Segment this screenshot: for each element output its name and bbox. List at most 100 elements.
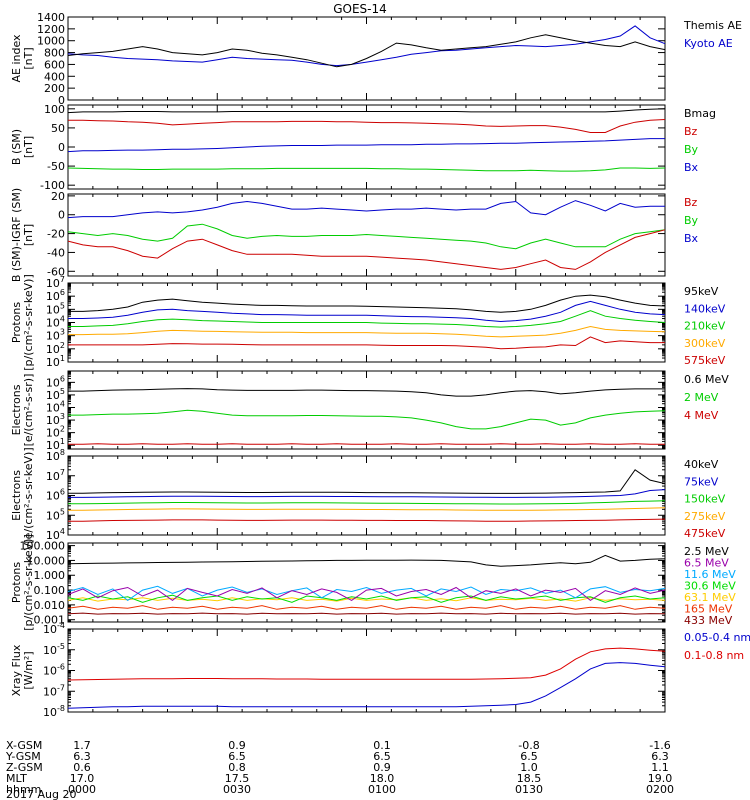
y-tick-label: 1200 [37, 23, 65, 36]
series-line-165-mev [67, 605, 666, 610]
footer-cell: 19.0 [648, 772, 673, 785]
series-line-575kev [68, 336, 665, 350]
y-tick-label: -50 [47, 160, 65, 173]
panel-frame [67, 370, 666, 450]
series-line-bmag [67, 108, 666, 114]
y-axis-label: [e/(cm²-s-sr)] [22, 374, 35, 447]
footer-cell: 0.1 [373, 739, 391, 752]
series-line-by [67, 223, 666, 250]
panel-frame [67, 542, 666, 623]
series-line-6-5-mev [67, 586, 666, 602]
y-tick-label: 100.000 [20, 540, 66, 553]
series-line-275kev [68, 507, 666, 511]
series-line-themis-ae [67, 34, 666, 68]
y-axis-label: AE index [10, 34, 23, 83]
legend-entry: 6.5 MeV [684, 557, 729, 570]
footer-cell: 0.9 [373, 761, 391, 774]
footer-row-label: Z-GSM [6, 761, 43, 774]
y-tick-label: 10.000 [27, 554, 66, 567]
y-axis-label: [p/(cm²-s-sr-keV)] [22, 274, 35, 371]
y-tick-label: 10-5 [43, 642, 65, 657]
panel-frame [67, 104, 666, 190]
legend-entry: 575keV [684, 354, 726, 367]
y-tick-label: 0 [58, 141, 65, 154]
y-axis-label: [p/(cm²-s-sr-keV)] [22, 534, 35, 631]
footer-cell: -1.6 [649, 739, 670, 752]
legend-entry: Bz [684, 125, 698, 138]
footer-cell: 0200 [646, 783, 674, 796]
legend-entry: Themis AE [683, 19, 742, 32]
footer-cell: 0000 [68, 783, 96, 796]
footer-cell: 18.0 [370, 772, 395, 785]
footer-cell: 17.5 [225, 772, 250, 785]
y-tick-label: -20 [47, 228, 65, 241]
y-tick-label: 200 [44, 82, 65, 95]
y-tick-label: 400 [44, 70, 65, 83]
footer-cell: 0030 [223, 783, 251, 796]
footer-cell: 6.3 [651, 750, 669, 763]
y-tick-label: 0 [58, 94, 65, 107]
y-tick-label: 101 [46, 354, 65, 369]
panel-8: 10-8 10-7 10-6 10-5 10-4 Xray Flux [W/m²] 0.05-… [10, 621, 750, 719]
series-line-bx [67, 138, 665, 153]
footer-cell: 1.1 [651, 761, 669, 774]
legend-entry: 140keV [684, 302, 726, 315]
legend-entry: By [684, 143, 699, 156]
series-line-2-5-mev [67, 554, 666, 567]
legend-entry: 210keV [684, 320, 726, 333]
y-axis-label: Xray Flux [10, 644, 23, 696]
y-tick-label: 800 [44, 47, 65, 60]
footer-row-label: Y-GSM [5, 750, 41, 763]
y-tick-label: 105 [46, 507, 65, 522]
legend-entry: 95keV [684, 285, 719, 298]
y-tick-label: -100 [40, 179, 65, 192]
y-tick-label: 107 [46, 468, 65, 483]
panel-2: -100 -50 0 50 100 B (SM) [nT] Bmag Bz By Bx [10, 103, 716, 192]
y-tick-label: 1400 [37, 11, 65, 24]
legend-entry: 2.5 MeV [684, 545, 729, 558]
footer-cell: 17.0 [70, 772, 95, 785]
legend-entry: 0.05-0.4 nm [684, 631, 750, 644]
series-line-150kev [68, 500, 666, 505]
footer-cell: 0100 [368, 783, 396, 796]
panel-frame [67, 628, 666, 713]
series-line-433-mev [67, 612, 666, 615]
series-line-300kev [68, 325, 666, 338]
footer-cell: 0.9 [228, 739, 246, 752]
series-line-210kev [68, 310, 666, 328]
footer-cell: 6.3 [73, 750, 91, 763]
series-line-40kev [68, 469, 666, 494]
footer-cell: 6.5 [520, 750, 538, 763]
footer-cell: 1.0 [520, 761, 538, 774]
series-line-30-6-mev [67, 594, 666, 603]
legend-entry: 433 MeV [684, 614, 733, 627]
series-line-95kev [68, 294, 666, 313]
legend-entry: 30.6 MeV [684, 580, 736, 593]
footer-row-label: hhmm [6, 783, 41, 796]
y-axis-label: [W/m²] [22, 651, 35, 689]
legend-entry: 2 MeV [684, 391, 719, 404]
footer-cell: -0.8 [518, 739, 539, 752]
legend-entry: 275keV [684, 510, 726, 523]
y-tick-label: 1000 [37, 35, 65, 48]
y-tick-label: 108 [46, 448, 65, 463]
legend-entry: Bmag [684, 107, 716, 120]
legend-entry: By [684, 214, 699, 227]
legend-entry: 40keV [684, 458, 719, 471]
footer-cell: 0.6 [73, 761, 91, 774]
legend-entry: Bx [684, 232, 699, 245]
legend-entry: Bx [684, 161, 699, 174]
y-tick-label: 10-6 [43, 663, 65, 678]
y-tick-label: 10-4 [43, 621, 65, 636]
legend-entry: 11.6 MeV [684, 568, 736, 581]
y-tick-label: 0.100 [34, 584, 66, 597]
series-line-kyoto-ae [67, 25, 666, 67]
legend-entry: Bz [684, 196, 698, 209]
